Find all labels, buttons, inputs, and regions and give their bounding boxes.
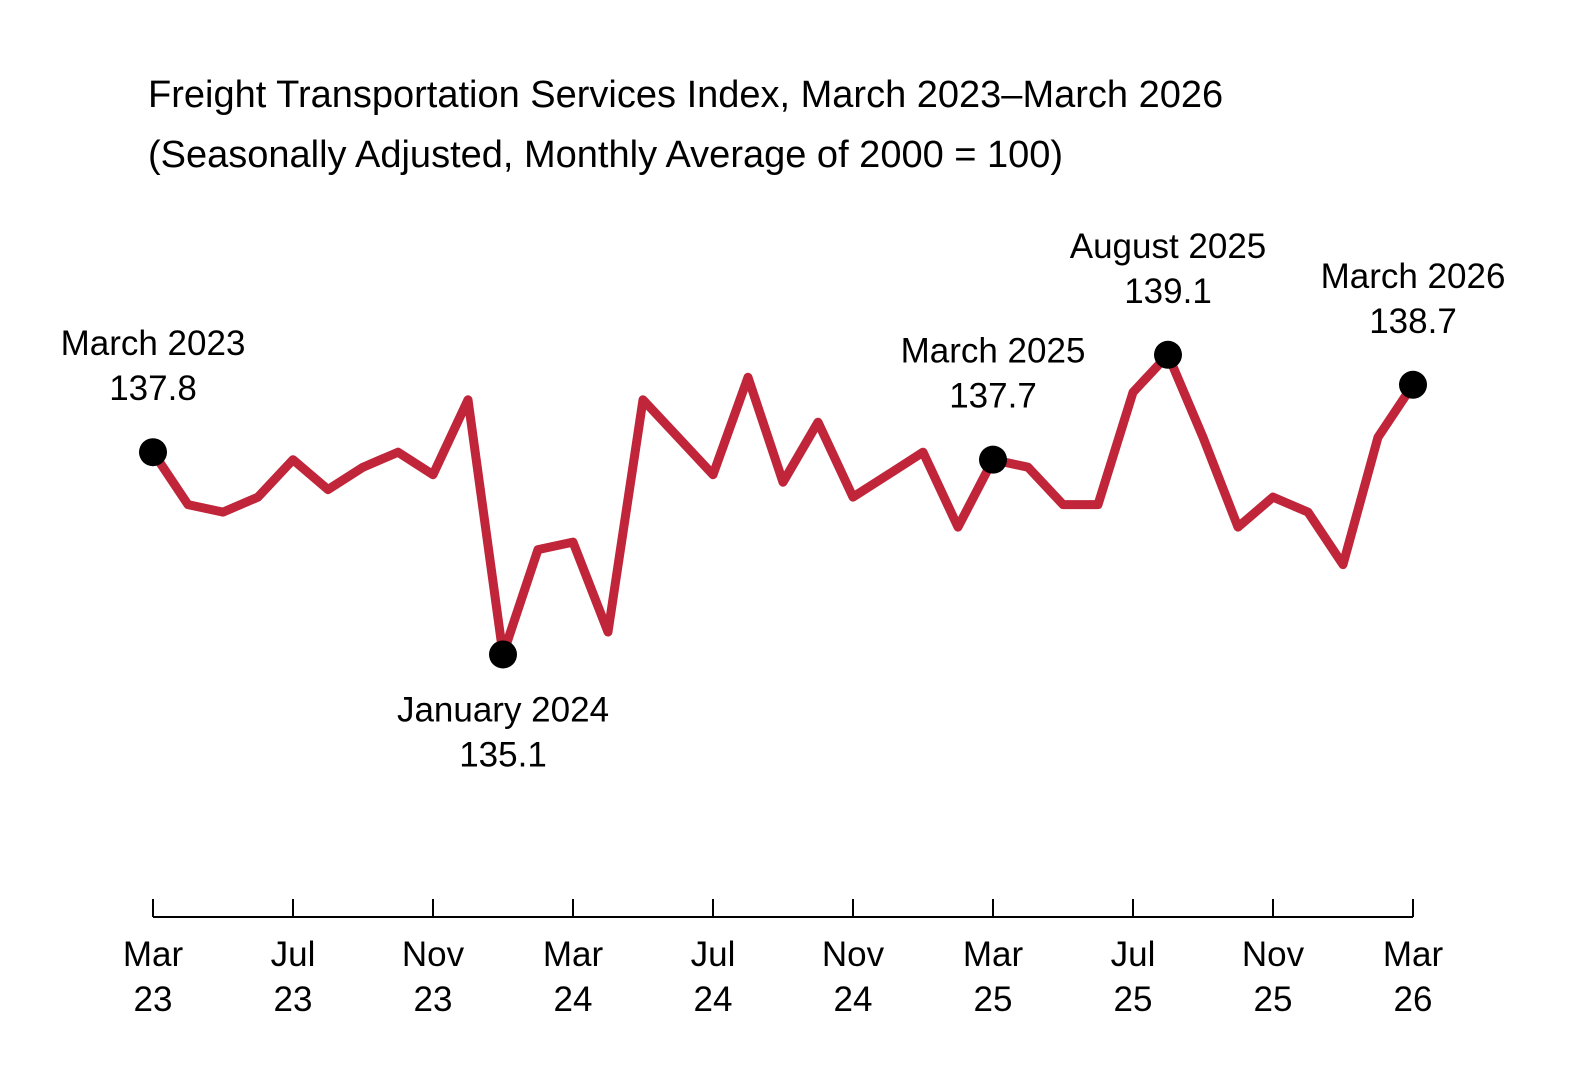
annotation-value: 137.8: [109, 369, 197, 408]
annotations-layer: March 2023 137.8 January 2024 135.1 March 20…: [61, 227, 1506, 775]
annotation-value: 135.1: [459, 735, 547, 774]
data-point-marker: [139, 438, 167, 467]
data-point-marker: [1399, 370, 1427, 399]
annotation-value: 139.1: [1124, 272, 1212, 311]
annotation-label: March 2025: [901, 332, 1086, 371]
annotation-value: 137.7: [949, 377, 1037, 416]
x-tick-label: Jul: [1111, 935, 1156, 974]
chart-title: Freight Transportation Services Index, M…: [148, 74, 1224, 116]
x-tick-label-year: 25: [1114, 980, 1153, 1019]
x-tick-label: Mar: [1383, 935, 1444, 974]
series-line-layer: [148, 350, 1418, 659]
annotation-label: January 2024: [397, 690, 609, 729]
chart-subtitle: (Seasonally Adjusted, Monthly Average of…: [148, 134, 1064, 176]
x-tick-label: Nov: [1242, 935, 1305, 974]
x-tick-label: Mar: [543, 935, 604, 974]
x-tick-label-year: 23: [134, 980, 173, 1019]
x-tick-label: Nov: [822, 935, 885, 974]
x-tick-label: Nov: [402, 935, 465, 974]
x-tick-label: Mar: [123, 935, 184, 974]
annotation-value: 138.7: [1369, 302, 1457, 341]
series-line: [148, 350, 1418, 659]
annotation-label: March 2023: [61, 324, 246, 363]
x-tick-label-year: 23: [274, 980, 313, 1019]
x-tick-label: Jul: [691, 935, 736, 974]
annotation-label: March 2026: [1321, 257, 1506, 296]
x-tick-label-year: 25: [974, 980, 1013, 1019]
x-tick-label-year: 24: [554, 980, 593, 1019]
x-tick-label-year: 24: [834, 980, 873, 1019]
x-tick-label-year: 23: [414, 980, 453, 1019]
markers-layer: [139, 340, 1427, 669]
data-point-marker: [979, 445, 1007, 474]
x-tick-label-year: 25: [1254, 980, 1293, 1019]
x-tick-label: Jul: [271, 935, 316, 974]
x-tick-label-year: 26: [1394, 980, 1433, 1019]
annotation-label: August 2025: [1070, 227, 1267, 266]
data-point-marker: [489, 640, 517, 669]
x-tick-label-year: 24: [694, 980, 733, 1019]
x-tick-label: Mar: [963, 935, 1024, 974]
x-axis: Mar 23 Jul 23 Nov 23 Mar 24 Jul 24 Nov 24 Mar 25 Jul 25…: [123, 899, 1444, 1019]
data-point-marker: [1154, 340, 1182, 369]
